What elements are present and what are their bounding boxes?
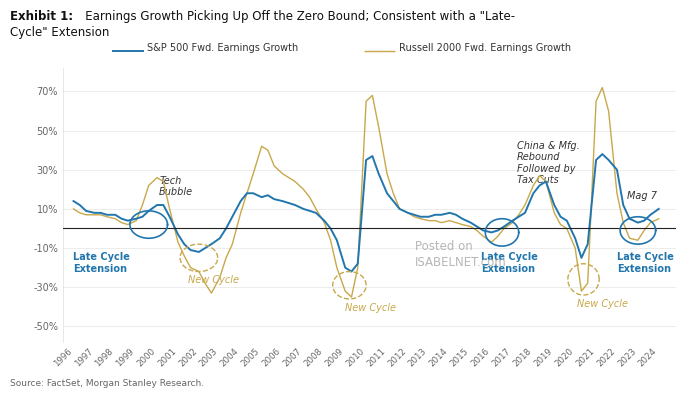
Text: Exhibit 1:: Exhibit 1: bbox=[10, 10, 74, 23]
Text: Posted on
ISABELNET.com: Posted on ISABELNET.com bbox=[415, 240, 507, 269]
Text: New Cycle: New Cycle bbox=[188, 276, 239, 286]
Text: New Cycle: New Cycle bbox=[345, 303, 396, 313]
Text: Late Cycle
Extension: Late Cycle Extension bbox=[617, 252, 674, 274]
Text: Tech
Bubble: Tech Bubble bbox=[159, 176, 193, 197]
Text: Late Cycle
Extension: Late Cycle Extension bbox=[481, 252, 538, 274]
Text: New Cycle: New Cycle bbox=[578, 299, 628, 309]
Text: Late Cycle
Extension: Late Cycle Extension bbox=[74, 252, 130, 274]
Text: S&P 500 Fwd. Earnings Growth: S&P 500 Fwd. Earnings Growth bbox=[147, 43, 298, 53]
Text: Earnings Growth Picking Up Off the Zero Bound; Consistent with a "Late-: Earnings Growth Picking Up Off the Zero … bbox=[74, 10, 514, 23]
Text: Mag 7: Mag 7 bbox=[627, 191, 657, 201]
Text: Source: FactSet, Morgan Stanley Research.: Source: FactSet, Morgan Stanley Research… bbox=[10, 379, 204, 388]
Text: China & Mfg.
Rebound
Followed by
Tax Cuts: China & Mfg. Rebound Followed by Tax Cut… bbox=[517, 141, 580, 186]
Text: Cycle" Extension: Cycle" Extension bbox=[10, 26, 110, 39]
Text: Russell 2000 Fwd. Earnings Growth: Russell 2000 Fwd. Earnings Growth bbox=[399, 43, 571, 53]
